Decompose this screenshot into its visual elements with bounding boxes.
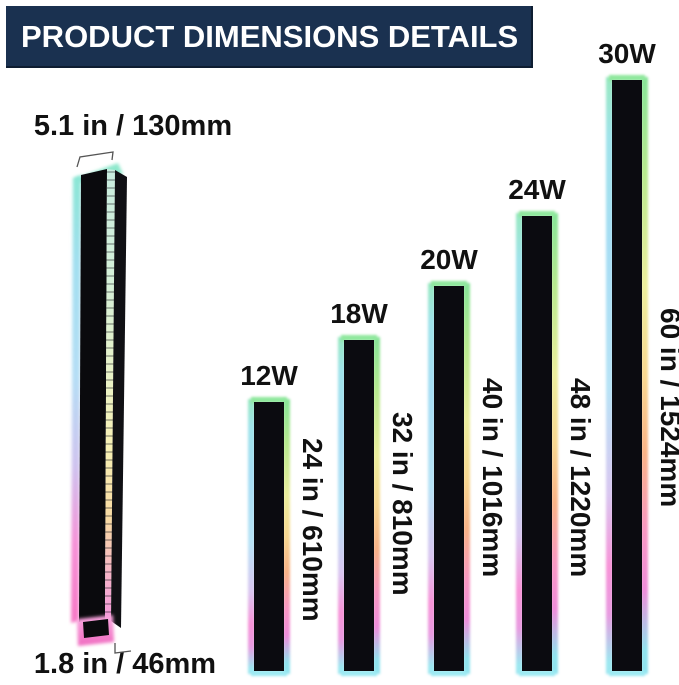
bar-glow-top <box>609 75 645 81</box>
bar-glow-bottom <box>251 670 287 676</box>
bar-glow-right <box>641 77 648 674</box>
bar-power-label: 30W <box>598 38 656 69</box>
bar-glow-left <box>338 337 345 674</box>
bar-graphic <box>428 281 470 676</box>
lamp-width-dimension-label: 5.1 in / 130mm <box>33 110 233 142</box>
bar-glow-left <box>606 77 613 674</box>
bar-glow-bottom <box>341 670 377 676</box>
bar-body <box>612 80 642 671</box>
lamp-led-segments <box>104 170 115 620</box>
lamp-led-strip <box>105 169 115 620</box>
lamp-depth-dimension-label: 1.8 in / 46mm <box>33 648 217 680</box>
lamp-left-glow-edge <box>71 175 81 623</box>
bar-glow-bottom <box>609 670 645 676</box>
bar-body <box>522 216 552 671</box>
lamp-front-face <box>79 169 107 622</box>
bar-body <box>434 286 464 671</box>
bar-glow-left <box>248 399 255 674</box>
bar-glow-right <box>463 283 470 674</box>
bar-glow-right <box>283 399 290 674</box>
bottom-dimension-bracket-icon <box>114 643 132 654</box>
bar-body <box>254 402 284 671</box>
lamp-illustration <box>71 151 132 654</box>
lamp-side-face <box>111 170 127 628</box>
bar-power-label: 12W <box>240 360 298 391</box>
bar-power-label: 24W <box>508 174 566 205</box>
lamp-bottom-cap-inner <box>83 619 109 638</box>
bar-glow-top <box>341 335 377 341</box>
bar-glow-top <box>251 397 287 403</box>
top-dimension-bracket-icon <box>76 151 114 168</box>
page-title: PRODUCT DIMENSIONS DETAILS <box>6 6 533 68</box>
bar-glow-right <box>373 337 380 674</box>
bar-graphic <box>516 211 558 676</box>
bar-glow-left <box>428 283 435 674</box>
bar-length-label: 48 in / 1220mm <box>565 378 596 578</box>
bar-glow-bottom <box>519 670 555 676</box>
bar-glow-top <box>519 211 555 217</box>
bar-glow-right <box>551 213 558 674</box>
bar-glow-bottom <box>431 670 467 676</box>
bar-length-label: 40 in / 1016mm <box>477 378 508 578</box>
bar-length-label: 24 in / 610mm <box>297 438 328 622</box>
bar-graphic <box>248 397 290 676</box>
bar-length-label: 32 in / 810mm <box>387 412 418 596</box>
bar-graphic <box>606 75 648 676</box>
bar-power-label: 18W <box>330 298 388 329</box>
bar-glow-left <box>516 213 523 674</box>
bar-power-label: 20W <box>420 244 478 275</box>
bar-body <box>344 340 374 671</box>
bar-glow-top <box>431 281 467 287</box>
bar-length-label: 60 in / 1524mm <box>655 308 679 508</box>
bar-graphic <box>338 335 380 676</box>
